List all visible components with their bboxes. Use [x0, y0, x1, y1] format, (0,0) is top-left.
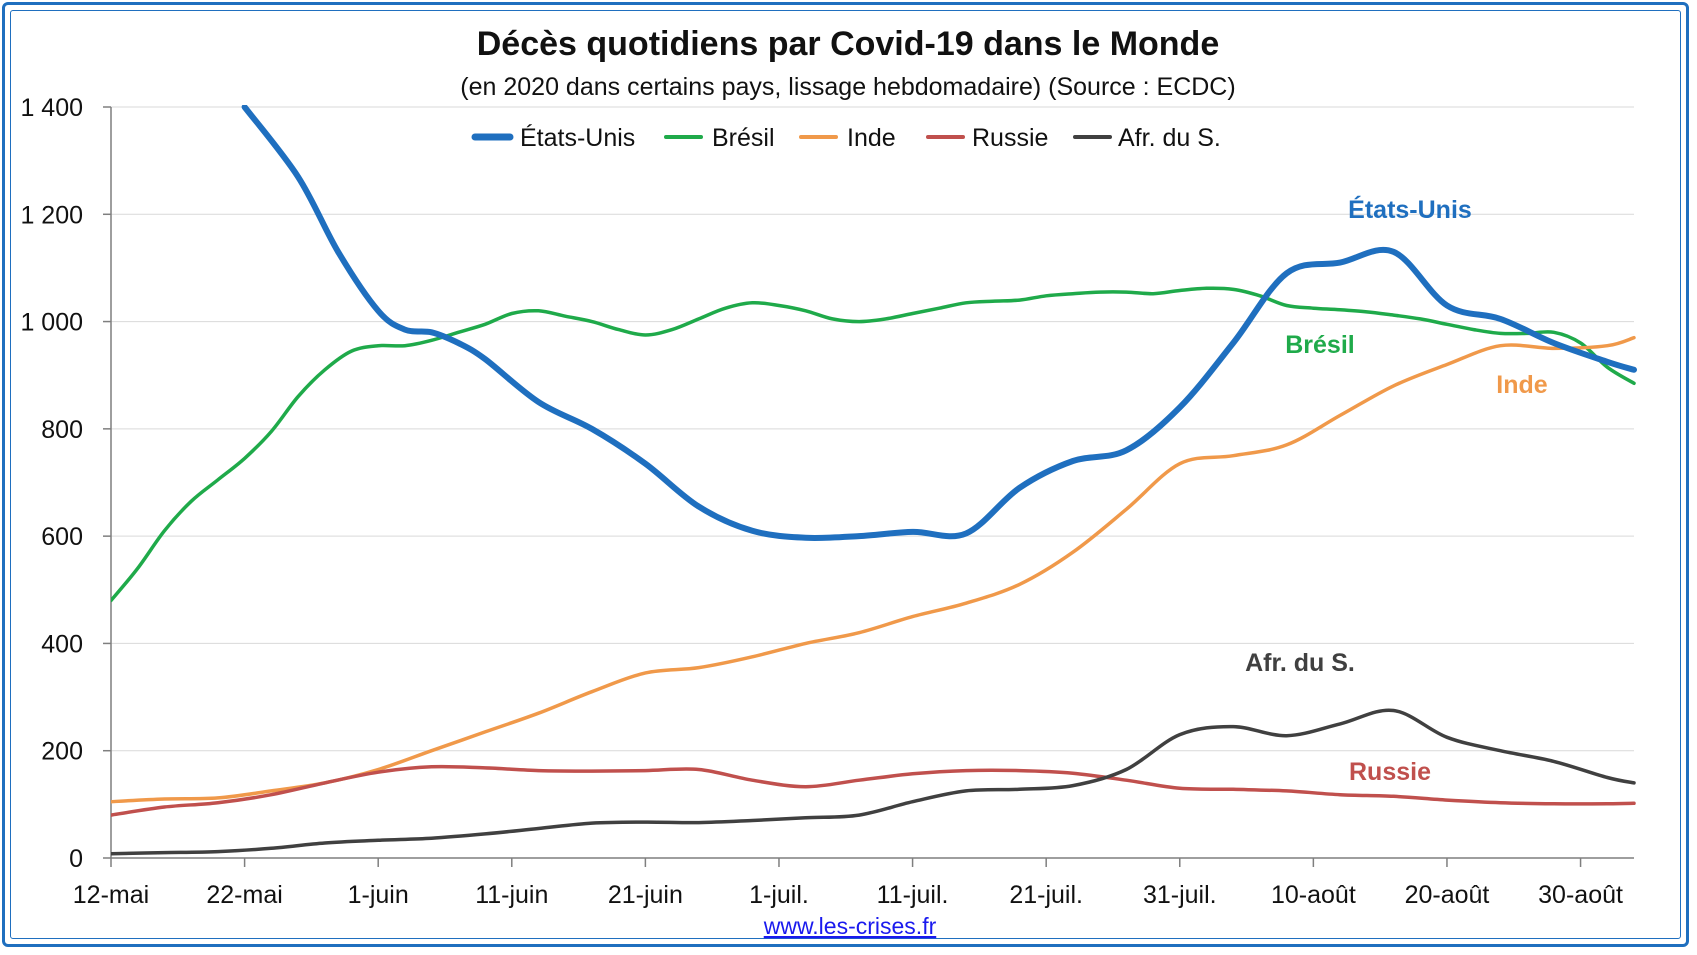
legend-label-etats-unis: États-Unis [520, 123, 635, 152]
chart-frame-inner-border [10, 10, 1681, 939]
y-tick-label: 400 [41, 630, 83, 658]
series-line-afr-du-s [111, 708, 1636, 856]
y-tick-label: 200 [41, 738, 83, 766]
legend-label-russie: Russie [972, 124, 1048, 152]
series-label-inde: Inde [1496, 371, 1547, 399]
chart-subtitle: (en 2020 dans certains pays, lissage heb… [460, 73, 1235, 101]
x-tick-label: 1-juin [348, 881, 409, 909]
legend: États-Unis Brésil Inde Russie Afr. du S. [471, 123, 1221, 152]
source-link[interactable]: www.les-crises.fr [763, 913, 937, 939]
x-tick-label: 30-août [1538, 881, 1623, 909]
series-label-bresil: Brésil [1285, 331, 1354, 359]
x-tick-label: 12-mai [73, 881, 149, 909]
x-tick-label: 21-juin [608, 881, 683, 909]
series-line-inde [111, 335, 1636, 804]
y-tick-label: 1 400 [20, 94, 83, 122]
series-label-russie: Russie [1349, 758, 1431, 786]
x-tick-label: 21-juil. [1009, 881, 1083, 909]
series-label-etats-unis: États-Unis [1348, 195, 1472, 224]
series-label-afr-du-s: Afr. du S. [1245, 649, 1355, 677]
x-tick-label: 1-juil. [749, 881, 809, 909]
x-tick-label: 20-août [1405, 881, 1490, 909]
chart-title: Décès quotidiens par Covid-19 dans le Mo… [477, 25, 1220, 63]
y-tick-label: 800 [41, 416, 83, 444]
series-line-etats-unis [241, 105, 1637, 542]
x-tick-label: 11-juin [475, 881, 548, 909]
x-tick-label: 10-août [1271, 881, 1356, 909]
series-end-labels: États-Unis Brésil Inde Russie Afr. du S. [1245, 195, 1548, 786]
legend-label-bresil: Brésil [712, 124, 775, 152]
axes: 0 200 400 600 800 1 000 1 200 1 400 12-mai 22-mai… [20, 94, 1634, 909]
y-tick-label: 1 000 [20, 309, 83, 337]
x-tick-label: 22-mai [206, 881, 282, 909]
y-tick-label: 0 [69, 845, 83, 873]
series-layer [111, 105, 1637, 856]
series-line-russie [111, 764, 1636, 817]
y-tick-label: 1 200 [20, 201, 83, 229]
legend-label-inde: Inde [847, 124, 896, 152]
x-tick-label: 11-juil. [877, 881, 949, 909]
series-line-bresil [111, 286, 1636, 603]
legend-label-afr-du-s: Afr. du S. [1118, 124, 1221, 152]
y-tick-label: 600 [41, 523, 83, 551]
x-tick-label: 31-juil. [1143, 881, 1217, 909]
